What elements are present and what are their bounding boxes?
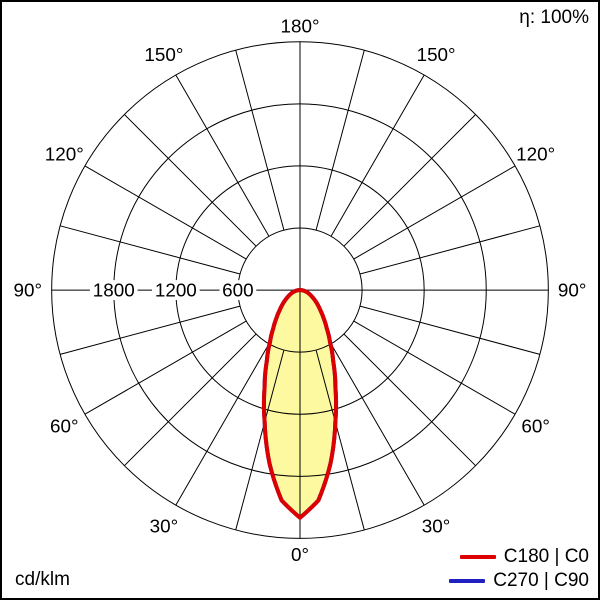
- legend: C180 | C0 C270 | C90: [449, 547, 589, 590]
- grid-spoke: [84, 165, 247, 260]
- angle-label: 90°: [14, 280, 43, 301]
- grid-spoke: [343, 333, 476, 467]
- grid-spoke: [353, 165, 516, 260]
- angle-label: 30°: [150, 515, 179, 536]
- legend-item-c0: C180 | C0: [459, 546, 589, 567]
- grid-spoke: [315, 349, 365, 531]
- unit-label: cd/klm: [15, 569, 70, 590]
- grid-spoke: [359, 305, 541, 355]
- angle-label: 150°: [144, 44, 183, 65]
- legend-line-red: [459, 554, 496, 559]
- angle-label: 90°: [558, 280, 587, 301]
- angle-label: 120°: [516, 143, 555, 164]
- ring-label-mask: [89, 280, 138, 300]
- grid-spoke: [124, 114, 257, 247]
- legend-label-c0: C180 | C0: [503, 546, 589, 567]
- ring-tick-label: 600: [222, 280, 253, 301]
- grid-spoke: [315, 50, 365, 231]
- legend-line-blue: [449, 578, 486, 583]
- angle-label: 60°: [50, 416, 79, 437]
- angle-label: 60°: [521, 416, 550, 437]
- ring-label-mask: [151, 280, 200, 300]
- angle-label: 150°: [417, 44, 456, 65]
- grid-spoke: [353, 320, 516, 415]
- grid-spoke: [59, 305, 241, 355]
- grid-spoke: [59, 225, 241, 275]
- angle-label: 0°: [291, 544, 309, 565]
- legend-item-c90: C270 | C90: [449, 571, 589, 590]
- grid-spoke: [235, 50, 285, 231]
- grid-spoke: [343, 114, 476, 247]
- grid-spoke: [330, 74, 425, 237]
- grid-spoke: [235, 349, 285, 531]
- angle-label: 30°: [422, 515, 451, 536]
- grid-spoke: [84, 320, 247, 415]
- angle-label: 120°: [45, 143, 84, 164]
- curve-c180-c0: [261, 288, 339, 520]
- efficiency-label: η: 100%: [519, 7, 589, 28]
- grid-spoke: [175, 343, 270, 506]
- ring-tick-label: 1800: [93, 280, 135, 301]
- grid-spoke: [175, 74, 270, 237]
- grid-spoke: [124, 333, 257, 467]
- angle-label: 180°: [280, 15, 319, 36]
- ring-label-mask: [219, 280, 257, 300]
- ring-tick-label: 1200: [155, 280, 197, 301]
- grid-spoke: [330, 343, 425, 506]
- legend-label-c90: C270 | C90: [493, 570, 589, 591]
- grid-spoke: [359, 225, 541, 275]
